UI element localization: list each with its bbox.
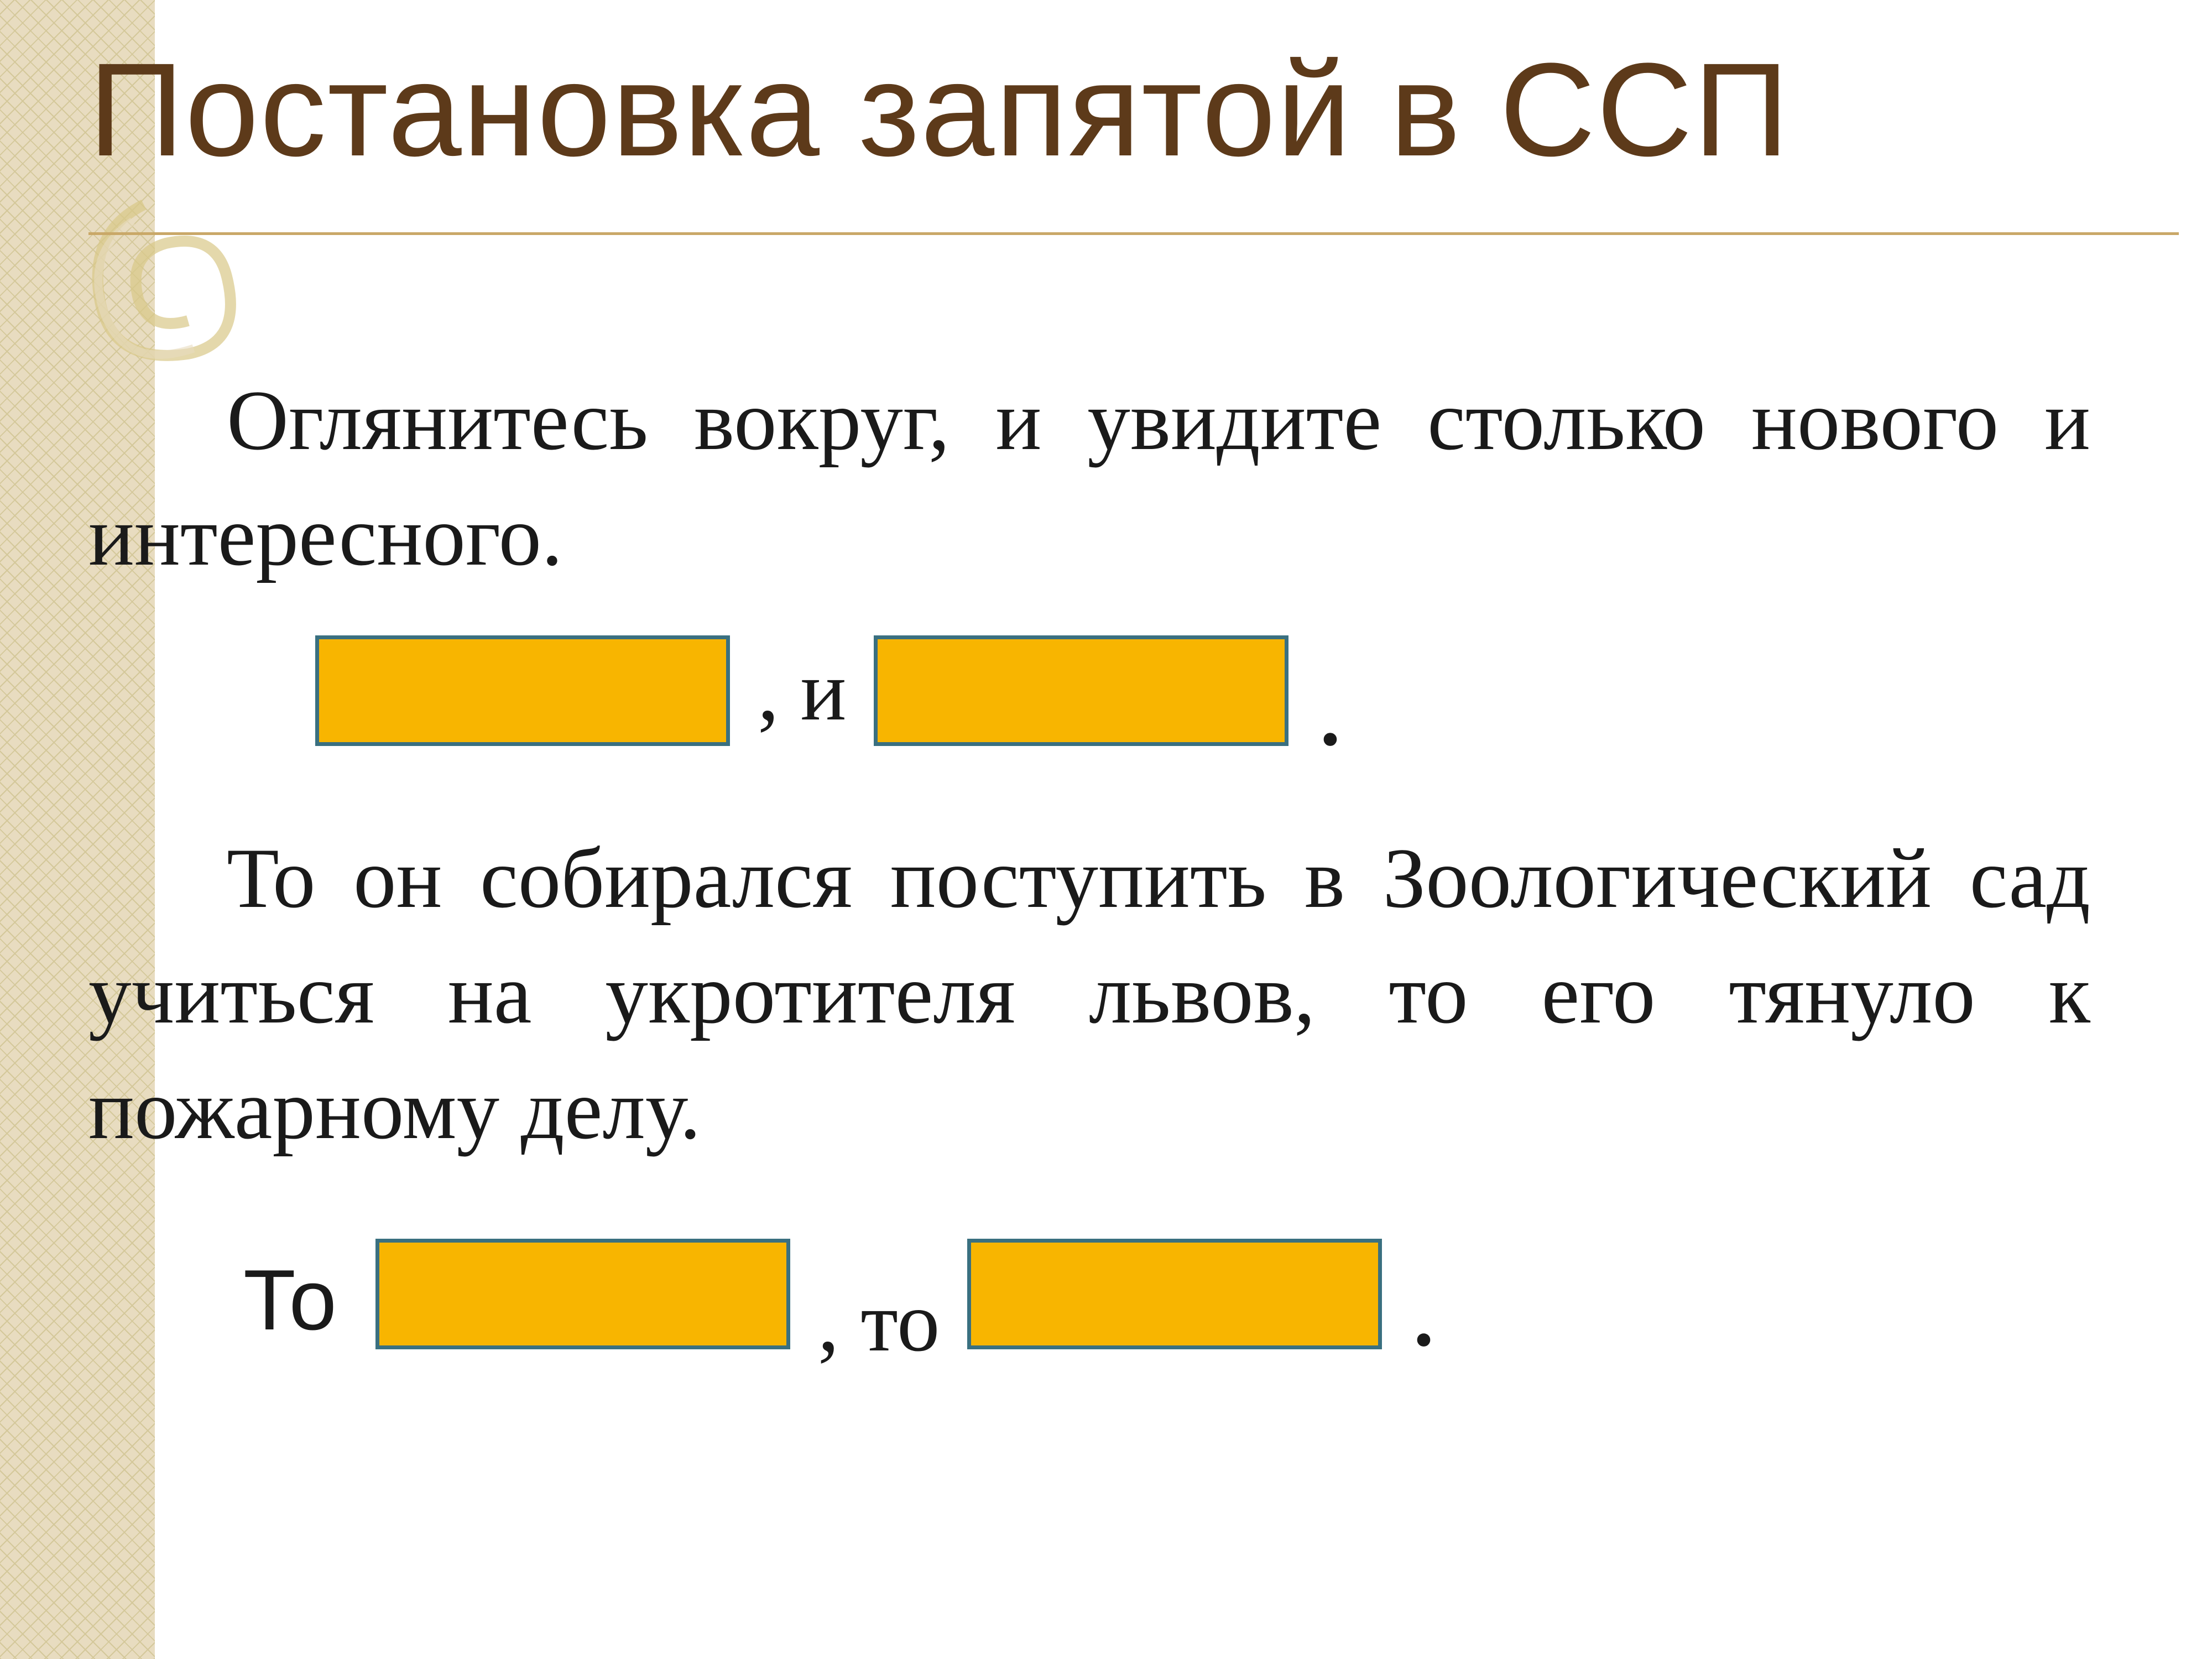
schema-row-2: То , то . [243, 1223, 2135, 1349]
schema-terminator-2: . [1410, 1245, 1437, 1371]
paragraph-2: То он собирался поступить в Зоологически… [88, 821, 2135, 1168]
schema-box-1b [874, 635, 1288, 746]
schema-row-1: , и . [299, 628, 2135, 754]
slide-title: Постановка запятой в ССП [88, 33, 2135, 186]
schema-separator-2: , то [818, 1272, 940, 1371]
title-underline [88, 232, 2179, 235]
schema-box-2a [375, 1239, 790, 1349]
schema-box-2b [967, 1239, 1382, 1349]
schema-box-1a [315, 635, 730, 746]
schema-terminator-1: . [1316, 644, 1344, 771]
slide-content: Постановка запятой в ССП Оглянитесь вокр… [88, 33, 2135, 1360]
schema-separator-1: , и [758, 641, 846, 740]
schema-prefix-2: То [243, 1251, 337, 1349]
paragraph-1: Оглянитесь вокруг, и увидите столько нов… [88, 363, 2135, 594]
